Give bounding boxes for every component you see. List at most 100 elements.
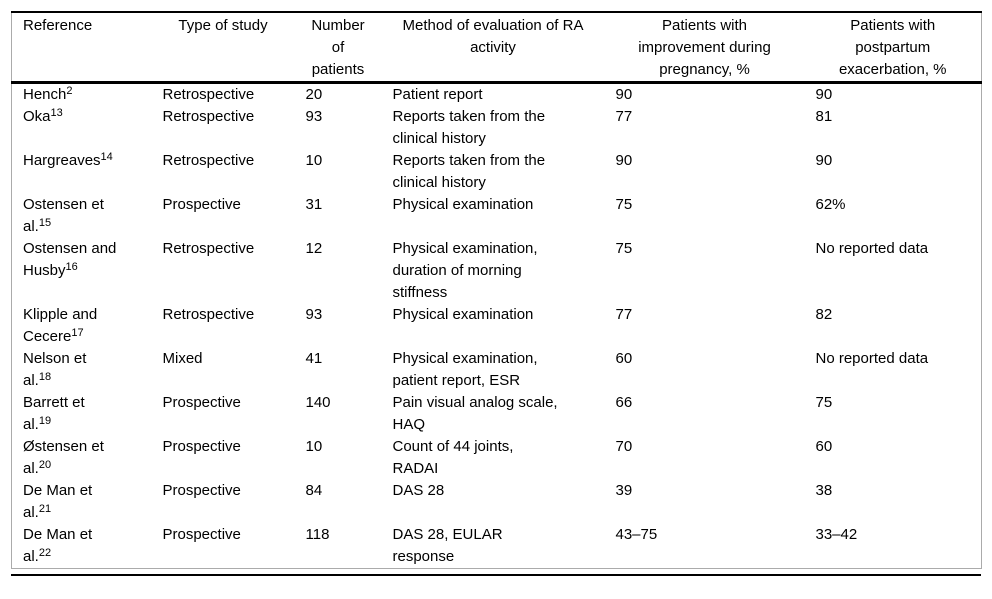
cell-method-of-evaluation: Pain visual analog scale, HAQ xyxy=(392,394,558,433)
table-body: Hench2 Retrospective 20 Patient report 90 90 O… xyxy=(12,83,982,569)
cell-improvement-percent: 43–75 xyxy=(615,526,658,543)
table-row: Nelson et al.18 Mixed 41 Physical examinati… xyxy=(12,348,982,392)
cell-improvement-percent: 90 xyxy=(615,86,633,103)
cell-number-of-patients: 31 xyxy=(305,196,323,213)
reference-text: Oka xyxy=(23,108,51,125)
reference-text: De Man et al. xyxy=(23,482,93,521)
studies-table: Reference Type of study Number of patients… xyxy=(11,11,982,569)
table-row: De Man et al.21 Prospective 84 DAS 28 39 38 xyxy=(12,480,982,524)
cell-type-of-study: Prospective xyxy=(162,438,241,455)
cell-type-of-study: Retrospective xyxy=(162,108,255,125)
cell-method-of-evaluation: Count of 44 joints, RADAI xyxy=(392,438,514,477)
reference-text: De Man et al. xyxy=(23,526,93,565)
cell-method-of-evaluation: Patient report xyxy=(392,86,483,103)
cell-type-of-study: Prospective xyxy=(162,482,241,499)
cell-method-of-evaluation: Physical examination, patient report, ES… xyxy=(392,350,538,389)
cell-reference: Ostensen et al.15 xyxy=(12,194,152,238)
reference-citation-number: 15 xyxy=(38,217,52,229)
cell-reference: Ostensen and Husby16 xyxy=(12,238,152,304)
reference-text: Nelson et al. xyxy=(23,350,87,389)
cell-number-of-patients: 118 xyxy=(305,526,330,543)
cell-method-of-evaluation: DAS 28 xyxy=(392,482,445,499)
cell-number-of-patients: 93 xyxy=(305,108,323,125)
reference-citation-number: 18 xyxy=(38,371,52,383)
column-header-reference: Reference xyxy=(23,17,93,34)
cell-improvement-percent: 39 xyxy=(615,482,633,499)
cell-type-of-study: Mixed xyxy=(162,350,203,367)
cell-method-of-evaluation: Reports taken from the clinical history xyxy=(392,152,546,191)
cell-method-of-evaluation: Physical examination xyxy=(392,196,534,213)
table-row: Hargreaves14 Retrospective 10 Reports taken… xyxy=(12,150,982,194)
cell-method-of-evaluation: Physical examination xyxy=(392,306,534,323)
cell-type-of-study: Prospective xyxy=(162,526,241,543)
cell-improvement-percent: 70 xyxy=(615,438,633,455)
cell-type-of-study: Prospective xyxy=(162,394,241,411)
reference-text: Ostensen et al. xyxy=(23,196,104,235)
cell-exacerbation-percent: 33–42 xyxy=(815,526,858,543)
cell-type-of-study: Retrospective xyxy=(162,306,255,323)
reference-text: Barrett et al. xyxy=(23,394,85,433)
cell-exacerbation-percent: 90 xyxy=(815,152,833,169)
reference-text: Hench xyxy=(23,86,67,103)
cell-improvement-percent: 60 xyxy=(615,350,633,367)
table-header: Reference Type of study Number of patients… xyxy=(11,12,982,83)
cell-number-of-patients: 12 xyxy=(305,240,323,257)
reference-text: Hargreaves xyxy=(23,152,101,169)
cell-type-of-study: Retrospective xyxy=(162,240,255,257)
cell-exacerbation-percent: 75 xyxy=(815,394,833,411)
column-header-improvement: Patients with improvement during pregnan… xyxy=(638,17,771,78)
cell-type-of-study: Retrospective xyxy=(162,152,255,169)
cell-reference: De Man et al.22 xyxy=(12,524,152,569)
column-header-method: Method of evaluation of RA activity xyxy=(402,17,584,56)
cell-method-of-evaluation: DAS 28, EULAR response xyxy=(392,526,503,565)
reference-citation-number: 22 xyxy=(38,547,52,559)
table-row: Østensen et al.20 Prospective 10 Count of 4… xyxy=(12,436,982,480)
cell-improvement-percent: 77 xyxy=(615,306,633,323)
table-row: Klipple and Cecere17 Retrospective 93 Physi… xyxy=(12,304,982,348)
cell-method-of-evaluation: Physical examination, duration of mornin… xyxy=(392,240,538,301)
reference-citation-number: 2 xyxy=(66,85,73,97)
cell-reference: Nelson et al.18 xyxy=(12,348,152,392)
reference-citation-number: 19 xyxy=(38,415,52,427)
cell-reference: Hargreaves14 xyxy=(12,150,152,194)
cell-number-of-patients: 93 xyxy=(305,306,323,323)
column-header-exacerbation: Patients with postpartum exacerbation, % xyxy=(838,17,947,78)
cell-reference: Hench2 xyxy=(12,83,152,107)
reference-citation-number: 17 xyxy=(71,327,84,339)
reference-citation-number: 20 xyxy=(38,459,52,471)
cell-exacerbation-percent: 81 xyxy=(815,108,833,125)
reference-text: Ostensen and Husby xyxy=(23,240,117,279)
cell-exacerbation-percent: 60 xyxy=(815,438,833,455)
cell-exacerbation-percent: 38 xyxy=(815,482,833,499)
cell-improvement-percent: 75 xyxy=(615,196,633,213)
cell-reference: Klipple and Cecere17 xyxy=(12,304,152,348)
cell-improvement-percent: 77 xyxy=(615,108,633,125)
table-row: Oka13 Retrospective 93 Reports taken from t… xyxy=(12,106,982,150)
cell-exacerbation-percent: No reported data xyxy=(815,350,929,367)
cell-number-of-patients: 20 xyxy=(305,86,323,103)
cell-method-of-evaluation: Reports taken from the clinical history xyxy=(392,108,546,147)
reference-citation-number: 16 xyxy=(65,261,78,273)
cell-exacerbation-percent: No reported data xyxy=(815,240,929,257)
table-header-row: Reference Type of study Number of patients… xyxy=(11,12,982,83)
table-row: Ostensen et al.15 Prospective 31 Physical e… xyxy=(12,194,982,238)
cell-number-of-patients: 84 xyxy=(305,482,323,499)
reference-citation-number: 14 xyxy=(100,151,113,163)
reference-citation-number: 21 xyxy=(38,503,52,515)
cell-number-of-patients: 10 xyxy=(305,438,323,455)
reference-text: Østensen et al. xyxy=(23,438,104,477)
table-bottom-rule xyxy=(11,574,981,576)
column-header-type: Type of study xyxy=(178,17,268,34)
cell-reference: Oka13 xyxy=(12,106,152,150)
table-row: Barrett et al.19 Prospective 140 Pain visua… xyxy=(12,392,982,436)
cell-type-of-study: Retrospective xyxy=(162,86,255,103)
table-row: Ostensen and Husby16 Retrospective 12 Physi… xyxy=(12,238,982,304)
cell-improvement-percent: 66 xyxy=(615,394,633,411)
reference-text: Klipple and Cecere xyxy=(23,306,98,345)
cell-improvement-percent: 90 xyxy=(615,152,633,169)
cell-number-of-patients: 10 xyxy=(305,152,323,169)
cell-number-of-patients: 41 xyxy=(305,350,323,367)
cell-reference: De Man et al.21 xyxy=(12,480,152,524)
cell-exacerbation-percent: 82 xyxy=(815,306,833,323)
table-row: De Man et al.22 Prospective 118 DAS 28, EUL… xyxy=(12,524,982,569)
